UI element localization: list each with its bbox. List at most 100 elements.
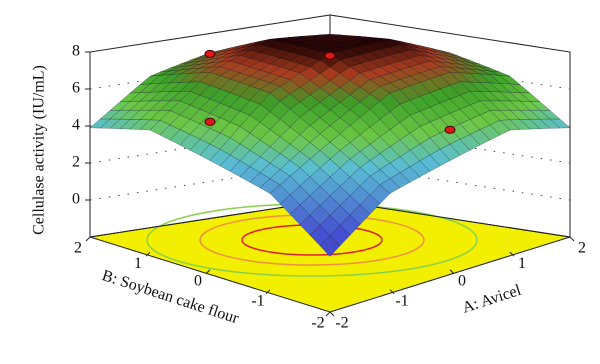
surface-patch [399, 85, 421, 101]
surface-patch [379, 146, 401, 164]
surface-patch [409, 55, 431, 65]
surface-patch [309, 39, 331, 43]
surface-patch [359, 79, 381, 95]
surface-patch [349, 72, 371, 88]
surface-patch [359, 93, 381, 110]
surface-patch [299, 44, 321, 49]
surface-patch [479, 69, 501, 76]
surface-patch [299, 48, 321, 58]
surface-patch [299, 214, 321, 236]
surface-patch [329, 42, 351, 47]
surface-patch [289, 116, 311, 136]
surface-patch [289, 185, 311, 206]
surface-patch [339, 214, 361, 236]
surface-patch [309, 36, 331, 40]
surface-patch [459, 91, 481, 106]
surface-patch [259, 46, 281, 56]
surface-patch [399, 66, 421, 77]
surface-patch [289, 204, 311, 226]
surface-patch [349, 167, 371, 187]
surface-patch [289, 63, 311, 74]
surface-patch [379, 55, 401, 65]
surface-patch [489, 110, 511, 121]
surface-patch [479, 124, 501, 141]
surface-patch [319, 158, 341, 178]
surface-patch [289, 54, 311, 64]
surface-patch [299, 80, 321, 96]
surface-patch [469, 114, 491, 131]
x-tick-label: 0 [458, 272, 466, 289]
surface-patch [419, 154, 441, 172]
design-points [204, 49, 456, 134]
z-tick-label: 2 [72, 154, 80, 171]
surface-patch [349, 45, 371, 55]
surface-patch [429, 66, 451, 76]
surface-patch [329, 87, 351, 103]
surface-patch [489, 100, 511, 111]
surface-patch [299, 158, 321, 178]
surface-patch [459, 134, 481, 151]
surface-patch [389, 79, 411, 90]
surface-patch [259, 38, 281, 48]
surface-patch [419, 106, 441, 123]
surface-patch [339, 176, 361, 196]
x-tick [569, 236, 575, 242]
surface-patch [289, 36, 311, 40]
surface-patch [389, 52, 411, 62]
surface-patch [269, 153, 291, 170]
surface-patch [259, 63, 281, 74]
surface-patch [289, 86, 311, 103]
surface-patch [339, 158, 361, 178]
surface-patch [349, 204, 371, 226]
surface-patch [399, 100, 421, 116]
surface-patch [369, 86, 391, 102]
surface-patch [289, 167, 311, 187]
surface-patch [389, 89, 411, 105]
surface-patch [349, 101, 371, 118]
surface-patch [309, 42, 331, 47]
surface-patch [479, 110, 501, 126]
surface-patch [289, 134, 311, 152]
surface-patch [299, 195, 321, 216]
surface-patch [279, 160, 301, 177]
surface-patch [319, 214, 341, 236]
surface-patch [269, 57, 291, 68]
y-tick-label: -2 [311, 315, 324, 332]
surface-patch [379, 63, 401, 74]
surface-patch [369, 37, 391, 42]
surface-patch [419, 121, 441, 139]
surface-patch [399, 114, 421, 134]
z-tick-label: 4 [72, 117, 80, 134]
surface-patch [299, 94, 321, 111]
x-tick [329, 311, 335, 317]
surface-patch [319, 48, 341, 55]
surface-patch [269, 76, 291, 87]
surface-patch [279, 79, 301, 95]
surface-patch [309, 87, 331, 103]
y-tick [205, 269, 211, 275]
surface-patch [319, 35, 341, 39]
surface-patch [499, 91, 521, 102]
surface-patch [499, 119, 521, 131]
surface-patch [379, 129, 401, 148]
surface-patch [369, 76, 391, 87]
surface-patch [309, 117, 331, 135]
surface-patch [359, 143, 381, 161]
surface-patch [429, 88, 451, 104]
surface-patch [279, 51, 301, 62]
surface-patch [419, 137, 441, 156]
surface-patch [429, 148, 451, 167]
surface-patch [249, 69, 271, 80]
surface-patch [259, 55, 281, 65]
z-tick-label: 0 [72, 191, 80, 208]
surface-patch [269, 169, 291, 186]
surface-patch [339, 80, 361, 96]
surface-patch [449, 59, 471, 66]
surface-patch [439, 85, 461, 100]
surface-patch [389, 122, 411, 141]
surface-patch [479, 100, 501, 111]
surface-patch [449, 94, 471, 110]
y-tick-label: 0 [194, 272, 202, 289]
surface-patch [339, 195, 361, 216]
